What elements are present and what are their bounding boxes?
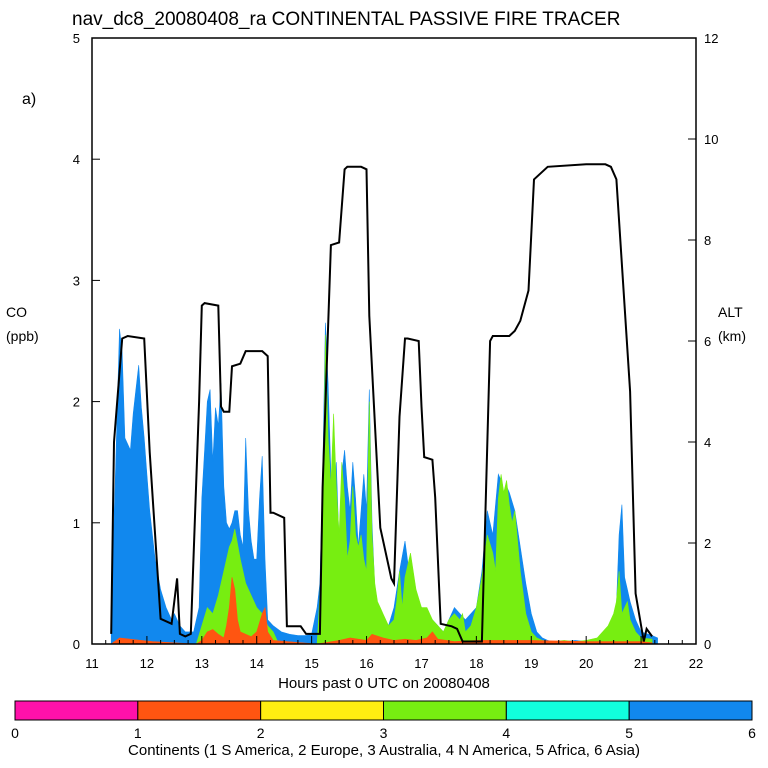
left-axis-units: (ppb) — [6, 328, 39, 344]
area-series-2 — [110, 577, 653, 645]
x-tick-label: 14 — [249, 656, 263, 671]
y-tick-label: 0 — [73, 637, 80, 652]
x-tick-label: 18 — [469, 656, 483, 671]
colorbar-tick-label: 6 — [748, 725, 756, 741]
colorbar: 0 1 2 3 4 5 6 — [11, 700, 756, 741]
x-tick-label: 12 — [140, 656, 154, 671]
x-axis-label: Hours past 0 UTC on 20080408 — [278, 675, 490, 692]
x-tick-label: 13 — [195, 656, 209, 671]
x-tick-label: 15 — [304, 656, 318, 671]
colorbar-tick-label: 3 — [380, 725, 388, 741]
y2-tick-label: 4 — [704, 435, 711, 450]
y-tick-label: 2 — [73, 395, 80, 410]
x-tick-label: 16 — [359, 656, 373, 671]
x-tick-label: 22 — [689, 656, 703, 671]
colorbar-segment — [137, 700, 262, 721]
y2-tick-label: 0 — [704, 637, 711, 652]
chart-title: nav_dc8_20080408_ra CONTINENTAL PASSIVE … — [72, 9, 621, 30]
panel-label: a) — [22, 91, 37, 108]
altitude-line — [110, 163, 653, 643]
x-tick-label: 17 — [414, 656, 428, 671]
colorbar-segment — [383, 700, 507, 721]
area-layers — [110, 322, 658, 645]
right-axis-quantity: ALT — [718, 304, 743, 320]
y-tick-label: 3 — [73, 273, 80, 288]
left-axis-quantity: CO — [6, 304, 27, 320]
colorbar-tick-label: 1 — [134, 725, 142, 741]
y2-tick-label: 10 — [704, 132, 718, 147]
right-axis-units: (km) — [718, 328, 746, 344]
colorbar-tick-label: 4 — [502, 725, 510, 741]
x-tick-label: 20 — [579, 656, 593, 671]
y-tick-label: 1 — [73, 516, 80, 531]
area-series-0 — [110, 322, 658, 645]
y2-tick-label: 6 — [704, 334, 711, 349]
colorbar-segment — [628, 700, 753, 721]
y2-tick-label: 8 — [704, 233, 711, 248]
x-tick-label: 21 — [634, 656, 648, 671]
colorbar-tick-label: 2 — [257, 725, 265, 741]
colorbar-segment — [260, 700, 384, 721]
area-series-1 — [111, 334, 653, 645]
colorbar-tick-label: 5 — [625, 725, 633, 741]
y2-tick-label: 2 — [704, 536, 711, 551]
colorbar-tick-label: 0 — [11, 725, 19, 741]
right-axis-label: ALT (km) — [718, 300, 746, 348]
altitude-layer — [110, 163, 653, 643]
y-tick-label: 4 — [73, 152, 80, 167]
colorbar-title: Continents (1 S America, 2 Europe, 3 Aus… — [128, 742, 640, 759]
x-tick-label: 11 — [85, 656, 99, 671]
colorbar-segment — [14, 700, 139, 721]
left-axis-label: CO (ppb) — [6, 300, 39, 348]
colorbar-segment — [505, 700, 630, 721]
x-tick-label: 19 — [524, 656, 538, 671]
y-tick-label: 5 — [73, 31, 80, 46]
y2-tick-label: 12 — [704, 31, 718, 46]
